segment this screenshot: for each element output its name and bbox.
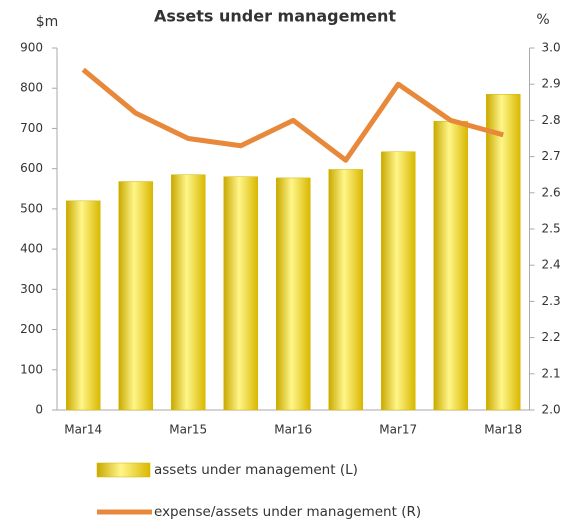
x-tick-label: Mar15 [169, 423, 207, 437]
y2-tick-label: 2.5 [542, 222, 561, 236]
y-tick-label: 300 [20, 282, 43, 296]
bar [328, 169, 363, 411]
x-tick-label: Mar18 [484, 423, 522, 437]
bar [276, 177, 311, 411]
legend-label: assets under management (L) [154, 462, 358, 478]
x-tick-label: Mar17 [379, 423, 417, 437]
y2-tick-label: 2.6 [542, 185, 561, 199]
y-tick-label: 600 [20, 161, 43, 175]
bar [223, 176, 258, 411]
y2-tick-label: 3.0 [542, 41, 561, 55]
line-series [81, 67, 504, 163]
bar [381, 151, 416, 411]
y-tick-label: 900 [20, 41, 43, 55]
y2-tick-label: 2.1 [542, 366, 561, 380]
y2-tick-label: 2.0 [542, 403, 561, 417]
y2-tick-label: 2.7 [542, 149, 561, 163]
y2-tick-label: 2.3 [542, 294, 561, 308]
bar [118, 181, 153, 411]
y2-axis-label: % [536, 12, 549, 28]
y2-tick-label: 2.8 [542, 113, 561, 127]
legend-swatch [96, 462, 151, 478]
y2-tick-label: 2.4 [542, 258, 561, 272]
y-tick-label: 500 [20, 201, 43, 215]
y-axis-label: $m [36, 14, 59, 30]
y-tick-label: 800 [20, 81, 43, 95]
y2-tick-label: 2.2 [542, 330, 561, 344]
y-tick-label: 0 [35, 403, 43, 417]
y-tick-label: 700 [20, 121, 43, 135]
legend-label: expense/assets under management (R) [154, 504, 421, 520]
bar [66, 200, 101, 411]
y-tick-label: 100 [20, 362, 43, 376]
chart-title: Assets under management [154, 7, 396, 26]
x-tick-label: Mar16 [274, 423, 312, 437]
bar [486, 94, 521, 411]
bar [171, 174, 206, 411]
y2-tick-label: 2.9 [542, 77, 561, 91]
x-tick-label: Mar14 [64, 423, 102, 437]
y-tick-label: 200 [20, 322, 43, 336]
y-tick-label: 400 [20, 242, 43, 256]
bar [433, 120, 468, 411]
